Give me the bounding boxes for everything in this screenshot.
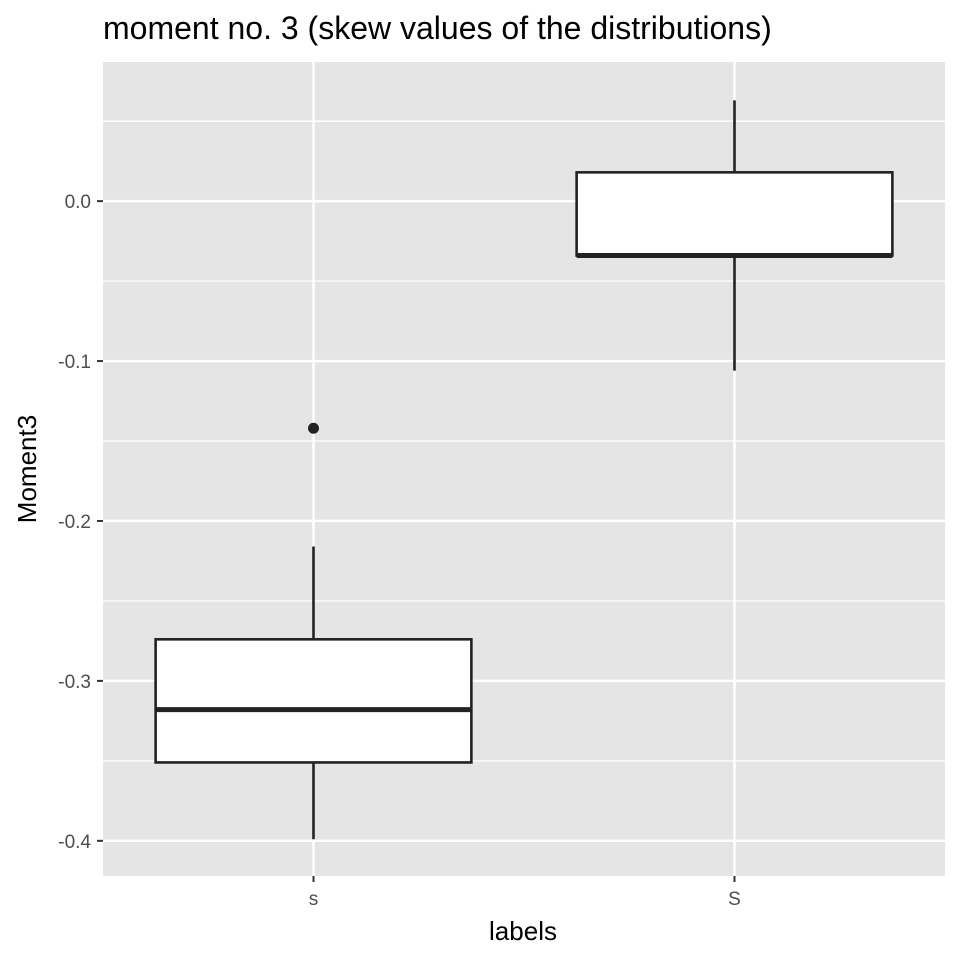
x-tick-label: S xyxy=(728,889,741,910)
y-axis: 0.0 -0.1 -0.2 -0.3 -0.4 xyxy=(58,192,103,853)
x-tick-label: s xyxy=(309,889,319,910)
y-tick-label: -0.1 xyxy=(58,352,91,373)
y-axis-title: Moment3 xyxy=(12,415,42,523)
box-iqr xyxy=(154,638,473,764)
y-tick-label: -0.3 xyxy=(58,672,91,693)
outlier-point xyxy=(308,422,319,434)
boxes xyxy=(154,100,894,840)
x-axis-title: labels xyxy=(489,916,557,946)
y-tick-label: -0.2 xyxy=(58,512,91,533)
y-tick-label: 0.0 xyxy=(65,192,91,213)
box-iqr xyxy=(575,171,894,257)
y-tick-label: -0.4 xyxy=(58,832,91,853)
chart-title: moment no. 3 (skew values of the distrib… xyxy=(103,10,772,46)
